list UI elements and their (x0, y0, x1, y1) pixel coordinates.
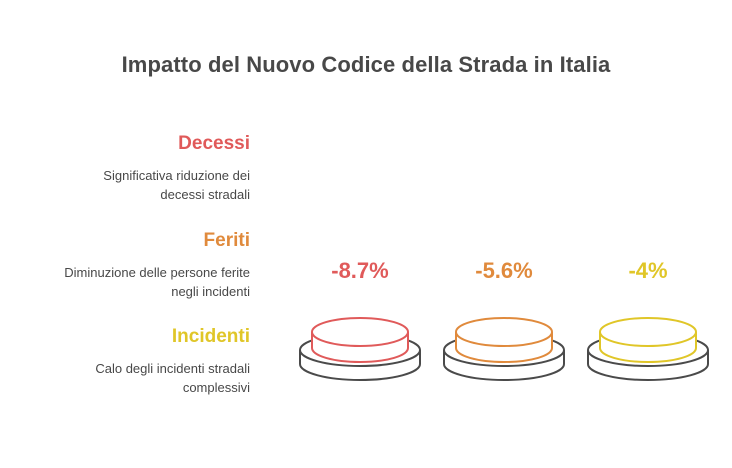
description-line: Calo degli incidenti stradali (95, 361, 250, 376)
coin-stack-feriti (443, 317, 565, 381)
description-line: negli incidenti (171, 284, 250, 299)
description-line: decessi stradali (160, 187, 250, 202)
category-description-decessi: Significativa riduzione dei decessi stra… (20, 166, 250, 204)
page-title: Impatto del Nuovo Codice della Strada in… (121, 52, 611, 77)
category-title-decessi: Decessi (178, 133, 250, 154)
coin-top (455, 317, 553, 347)
coin-stack-decessi (299, 317, 421, 381)
category-description-feriti: Diminuzione delle persone ferite negli i… (20, 263, 250, 301)
value-label-incidenti: -4% (628, 258, 668, 283)
value-label-feriti: -5.6% (475, 258, 533, 283)
coin-top (311, 317, 409, 347)
category-title-feriti: Feriti (203, 230, 250, 251)
coin-stack-incidenti (587, 317, 709, 381)
category-description-incidenti: Calo degli incidenti stradali complessiv… (20, 359, 250, 397)
category-title-incidenti: Incidenti (171, 326, 250, 347)
coin-top (599, 317, 697, 347)
description-line: Significativa riduzione dei (103, 168, 250, 183)
description-line: Diminuzione delle persone ferite (64, 265, 250, 280)
description-line: complessivi (182, 380, 250, 395)
value-label-decessi: -8.7% (331, 258, 389, 283)
